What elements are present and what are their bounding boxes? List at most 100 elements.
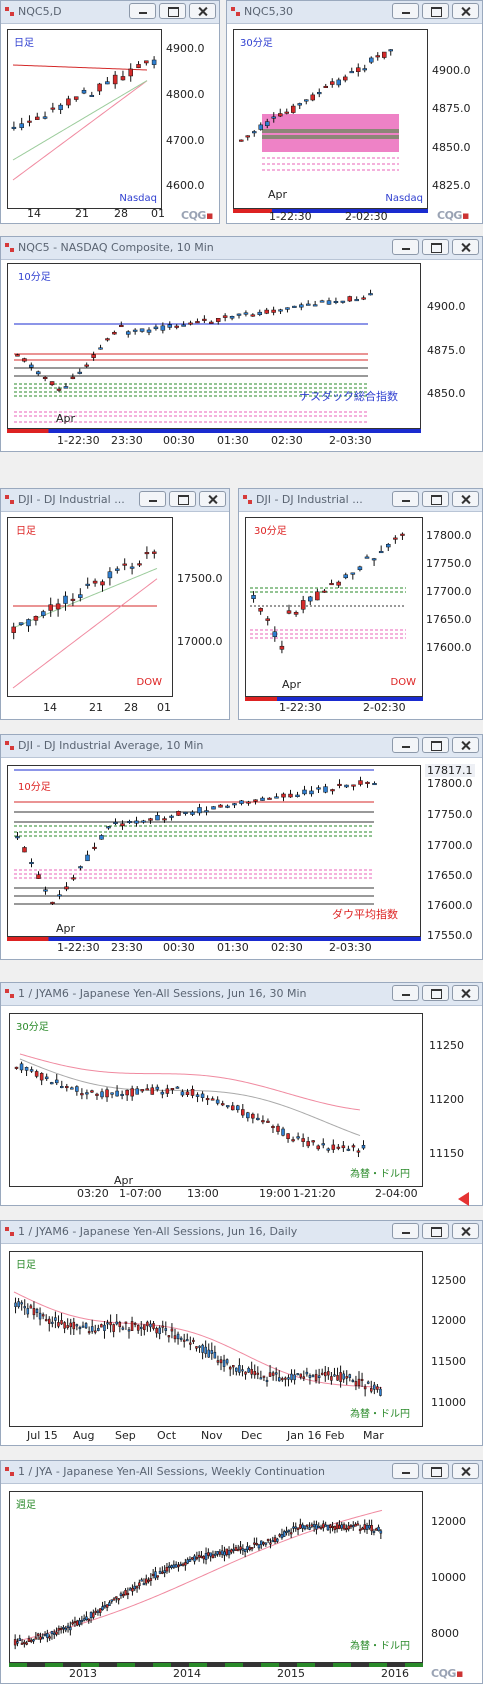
candle [169,815,174,818]
candle [195,1557,199,1560]
candle [151,1573,155,1576]
close-button[interactable] [452,1223,479,1239]
candle [336,1146,341,1149]
y-tick: 10000 [431,1571,466,1584]
chart-plot-area[interactable]: 10分足 ナスダック総合指数 Apr [7,263,421,429]
minimize-button[interactable] [139,491,166,507]
window-dji-30min[interactable]: DJI - DJ Industrial ... 30分足 DOW Apr 178… [238,488,483,720]
chart-plot-area[interactable]: 週足 為替・ドル円 [9,1491,423,1663]
candle [230,1549,233,1553]
window-nqc5-30min[interactable]: NQC5,30 30分足 Nasdaq Apr 4900.0 4875.0 48… [226,0,483,224]
maximize-button[interactable] [159,3,186,19]
candle [170,1088,175,1091]
chart-plot-area[interactable]: 10分足 ダウ平均指数 Apr [7,765,421,937]
maximize-button[interactable] [422,3,449,19]
close-button[interactable] [452,737,479,753]
minimize-button[interactable] [129,3,156,19]
scroll-left-arrow-icon[interactable] [458,1192,469,1206]
candle [207,1349,210,1358]
maximize-button[interactable] [422,1223,449,1239]
candle [179,1337,183,1340]
maximize-button[interactable] [422,491,449,507]
chart-plot-area[interactable]: 30分足 DOW Apr [245,517,423,697]
x-tick: 01 [157,701,171,714]
window-dji-10min[interactable]: DJI - DJ Industrial Average, 10 Min 10分足… [0,734,483,960]
chart-plot-area[interactable]: 30分足 Nasdaq Apr [233,29,428,209]
candle [46,1633,49,1638]
moving-average-line [12,64,148,71]
chart-plot-area[interactable]: 日足 Nasdaq [7,29,162,209]
candle [299,1524,302,1529]
candle [344,784,349,788]
minimize-button[interactable] [392,491,419,507]
maximize-button[interactable] [422,1463,449,1479]
candle [215,318,221,322]
window-dji-daily[interactable]: DJI - DJ Industrial ... 日足 DOW 17500.0 1… [0,488,230,720]
candle [15,836,20,839]
candle [201,1344,204,1353]
title-bar[interactable]: DJI - DJ Industrial Average, 10 Min [1,735,482,758]
title-bar[interactable]: 1 / JYA - Japanese Yen-All Sessions, Wee… [1,1461,482,1484]
maximize-button[interactable] [422,239,449,255]
close-button[interactable] [452,985,479,1001]
candle [103,1324,106,1331]
candle [252,131,257,134]
minimize-button[interactable] [392,985,419,1001]
minimize-button[interactable] [392,1223,419,1239]
x-tick: Jan 16 [287,1429,322,1442]
close-button[interactable] [452,491,479,507]
window-jyam6-30min[interactable]: 1 / JYAM6 - Japanese Yen-All Sessions, J… [0,982,483,1206]
maximize-button[interactable] [422,737,449,753]
window-nasdaq-composite-10min[interactable]: NQC5 - NASDAQ Composite, 10 Min 10分足 ナスダ… [0,236,483,452]
candle [216,1360,220,1363]
candle [105,81,110,85]
cqg-icon [5,495,14,504]
chart-plot-area[interactable]: 30分足 為替・ドル円 Apr [9,1013,423,1187]
window-jya-weekly[interactable]: 1 / JYA - Japanese Yen-All Sessions, Wee… [0,1460,483,1684]
minimize-button[interactable] [392,239,419,255]
close-button[interactable] [452,3,479,19]
candle [377,1526,380,1532]
title-bar[interactable]: NQC5 - NASDAQ Composite, 10 Min [1,237,482,260]
candle [329,583,334,586]
title-bar[interactable]: DJI - DJ Industrial ... [1,489,229,512]
candle [357,566,363,571]
title-bar[interactable]: 1 / JYAM6 - Japanese Yen-All Sessions, J… [1,983,482,1006]
candle [343,574,348,579]
x-tick: Nov [201,1429,223,1442]
cqg-logo: CQG▪ [431,1667,463,1680]
candle [98,347,103,350]
candle [14,1066,19,1069]
close-button[interactable] [199,491,226,507]
title-bar[interactable]: DJI - DJ Industrial ... [239,489,482,512]
candle [17,1301,20,1308]
minimize-button[interactable] [392,1463,419,1479]
title-bar[interactable]: 1 / JYAM6 - Japanese Yen-All Sessions, J… [1,1221,482,1244]
candle [296,1136,300,1139]
minimize-button[interactable] [392,3,419,19]
title-bar[interactable]: NQC5,D [1,1,219,24]
chart-plot-area[interactable]: 日足 為替・ドル円 [9,1251,423,1427]
candle [89,94,95,97]
candle [25,1642,28,1645]
candle [289,1532,293,1535]
close-button[interactable] [452,1463,479,1479]
chart-plot-area[interactable]: 日足 DOW [7,517,173,697]
candle [342,1373,345,1380]
candle [78,866,83,869]
window-jyam6-daily[interactable]: 1 / JYAM6 - Japanese Yen-All Sessions, J… [0,1220,483,1446]
title-bar[interactable]: NQC5,30 [227,1,482,24]
window-nqc5-daily[interactable]: NQC5,D 日足 Nasdaq 4900.0 4800.0 4700.0 46… [0,0,220,224]
candle [315,1524,318,1530]
candle [393,537,398,540]
minimize-button[interactable] [392,737,419,753]
close-button[interactable] [189,3,216,19]
candle [302,789,307,795]
candle [336,79,341,86]
candle [257,1544,261,1549]
close-button[interactable] [452,239,479,255]
candle [105,1089,109,1098]
maximize-button[interactable] [169,491,196,507]
candle [34,1071,39,1077]
maximize-button[interactable] [422,985,449,1001]
